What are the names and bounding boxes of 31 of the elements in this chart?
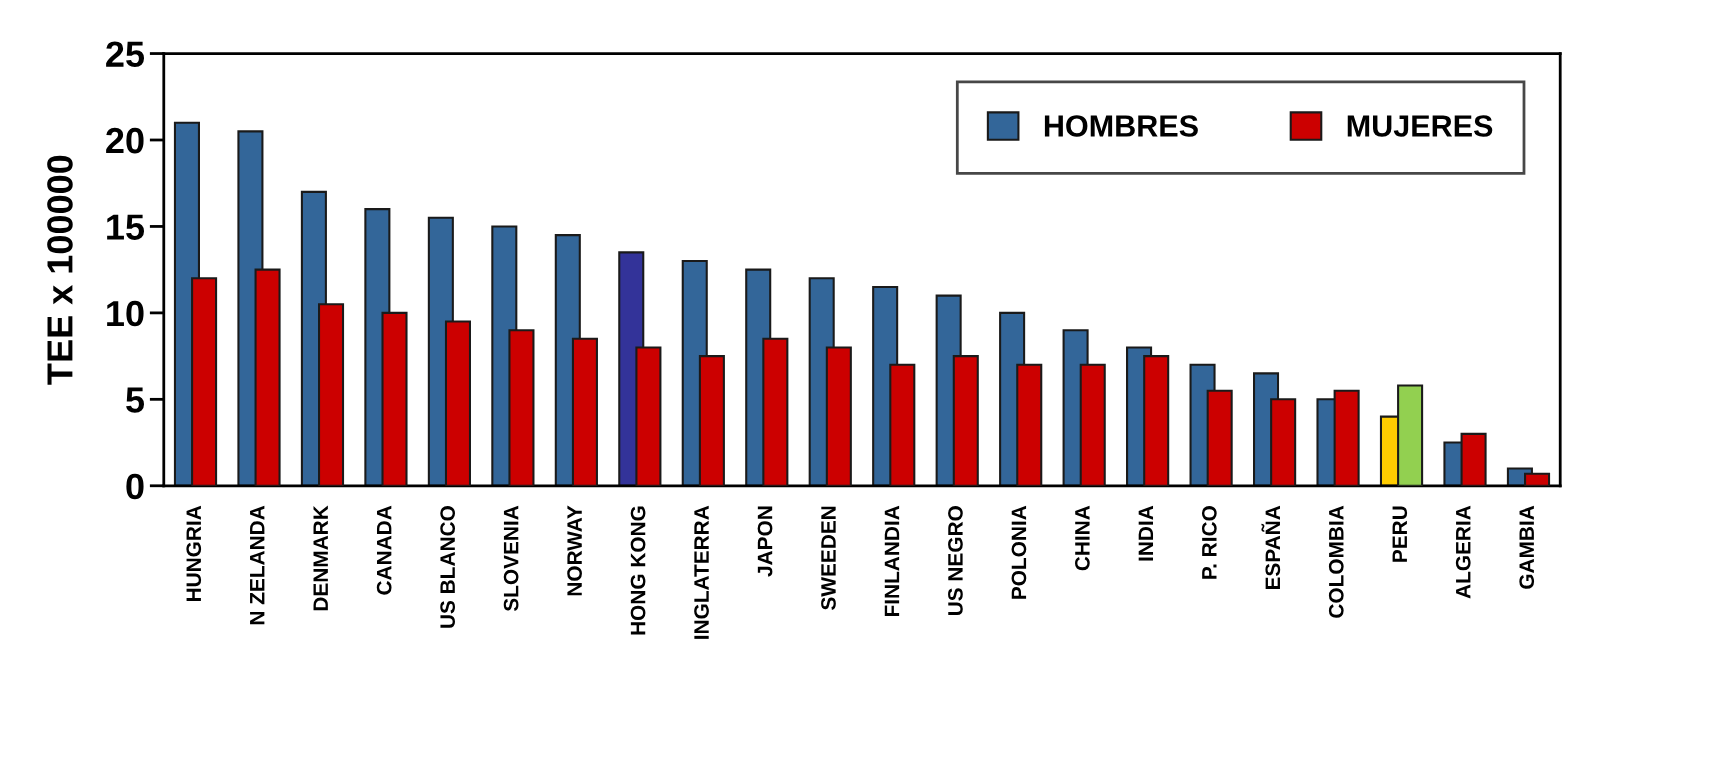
y-tick-label: 20: [106, 127, 144, 154]
x-tick-label: P. RICO: [1201, 506, 1217, 579]
x-tick-label: DENMARK: [313, 505, 328, 611]
y-tick-label: 25: [106, 41, 145, 67]
x-tick-label: POLONIA: [1011, 505, 1027, 599]
x-tick-label: HONG KONG: [630, 506, 646, 635]
x-tick-label: ESPAÑA: [1261, 505, 1281, 590]
legend-label: HOMBRES: [1044, 115, 1198, 137]
x-tick-label: ALGERIA: [1455, 505, 1471, 599]
x-tick-label: CANADA: [376, 505, 392, 595]
x-tick-label: SLOVENIA: [503, 505, 519, 612]
y-tick-label: 5: [126, 387, 145, 413]
y-tick-label: 0: [126, 473, 144, 500]
x-tick-label: INDIA: [1138, 505, 1154, 561]
x-tick-label: SWEEDEN: [821, 506, 836, 610]
x-tick-label: GAMBIA: [1519, 505, 1535, 589]
x-tick-label: NORWAY: [567, 505, 582, 596]
x-tick-label: FINLANDIA: [884, 505, 900, 617]
x-tick-label: US NEGRO: [948, 506, 963, 616]
x-tick-label: JAPON: [757, 506, 773, 577]
x-tick-label: INGLATERRA: [694, 505, 709, 639]
y-axis-title: TEE x 100000: [47, 155, 73, 385]
legend-label: MUJERES: [1347, 115, 1493, 137]
y-tick-label: 10: [107, 300, 144, 327]
x-tick-label: N ZELANDA: [250, 505, 265, 625]
x-tick-label: HUNGRIA: [186, 505, 202, 602]
x-tick-label: US BLANCO: [440, 506, 456, 628]
y-tick-label: 15: [107, 214, 145, 240]
x-tick-label: CHINA: [1075, 505, 1090, 571]
x-tick-label: COLOMBIA: [1328, 505, 1344, 618]
x-tick-label: PERU: [1392, 506, 1408, 562]
